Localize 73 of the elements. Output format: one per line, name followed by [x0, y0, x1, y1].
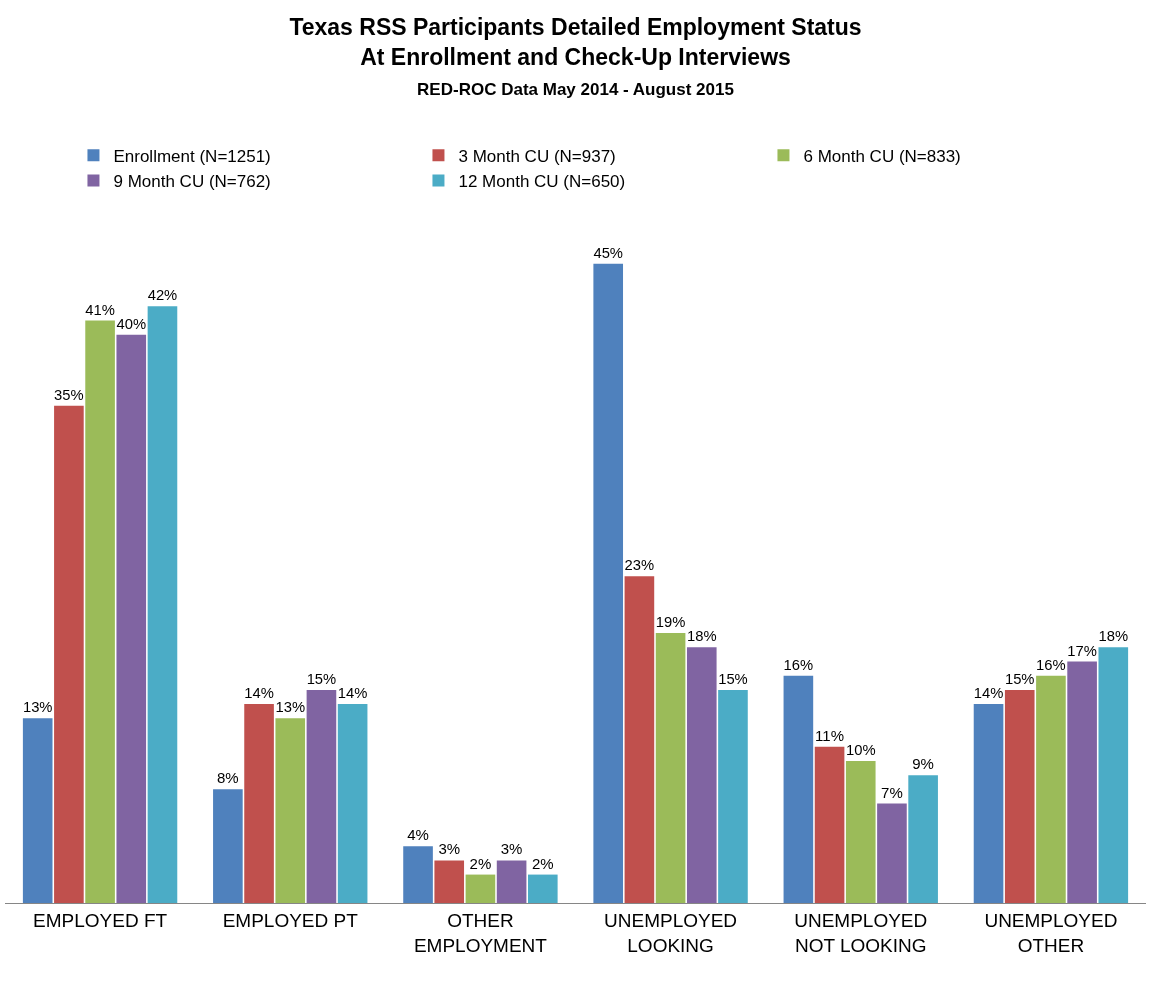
- x-tick-label: UNEMPLOYED LOOKING: [604, 909, 738, 956]
- data-label: 2%: [531, 854, 554, 872]
- bar: [973, 704, 1004, 903]
- legend-label: 3 Month CU (N=937): [458, 146, 616, 166]
- legend-label: 6 Month CU (N=833): [803, 146, 961, 166]
- bar: [403, 846, 433, 903]
- data-label: 19%: [655, 614, 686, 631]
- data-label: 15%: [306, 670, 337, 687]
- bar: [593, 263, 624, 903]
- x-tick-label: UNEMPLOYED OTHER: [984, 909, 1118, 956]
- data-label: 13%: [22, 699, 53, 716]
- data-label: 18%: [1098, 628, 1129, 645]
- bar: [85, 320, 115, 903]
- bar: [1098, 647, 1129, 903]
- legend-label: Enrollment (N=1251): [113, 146, 271, 166]
- data-label: 8%: [217, 769, 239, 787]
- bar: [434, 860, 465, 903]
- bar: [306, 689, 337, 903]
- data-label: 2%: [469, 854, 492, 872]
- bar: [116, 334, 147, 903]
- data-label: 11%: [815, 726, 845, 744]
- data-label: 14%: [244, 685, 274, 702]
- data-label: 42%: [147, 287, 178, 304]
- bar: [908, 775, 938, 903]
- data-label: 13%: [275, 699, 306, 716]
- data-label: 23%: [624, 557, 655, 574]
- bar: [624, 576, 655, 903]
- data-label: 16%: [1036, 656, 1066, 673]
- bar: [147, 306, 178, 903]
- bar: [527, 874, 558, 903]
- chart-title: Texas RSS Participants Detailed Employment Status At Enrollment and Check-Up Interviews: [289, 13, 862, 70]
- data-label: 16%: [783, 656, 814, 673]
- bar: [783, 675, 814, 903]
- bar: [54, 405, 84, 903]
- data-label: 40%: [116, 315, 147, 332]
- x-tick-label: EMPLOYED FT: [33, 909, 168, 931]
- data-label: 35%: [54, 386, 84, 403]
- bar: [496, 860, 527, 903]
- bar: [465, 874, 496, 903]
- x-tick-label: UNEMPLOYED NOT LOOKING: [794, 909, 928, 956]
- bar: [22, 718, 53, 903]
- data-label: 15%: [718, 670, 748, 687]
- data-label: 17%: [1067, 642, 1097, 659]
- legend-label: 12 Month CU (N=650): [458, 172, 626, 192]
- data-label: 3%: [500, 840, 523, 858]
- data-label: 41%: [85, 301, 115, 318]
- data-label: 14%: [337, 685, 368, 702]
- data-label: 4%: [407, 826, 429, 844]
- bar: [213, 789, 243, 903]
- data-label: 3%: [438, 840, 461, 858]
- bar: [244, 704, 274, 903]
- bar: [275, 718, 306, 903]
- chart-subtitle: RED-ROC Data May 2014 - August 2015: [417, 79, 734, 99]
- bar: [1004, 689, 1035, 903]
- legend-label: 9 Month CU (N=762): [113, 172, 271, 192]
- data-label: 7%: [881, 783, 903, 801]
- x-tick-label: EMPLOYED PT: [222, 909, 359, 931]
- bar: [1067, 661, 1097, 903]
- bar: [877, 803, 907, 903]
- bar: [1036, 675, 1066, 903]
- bar: [337, 704, 368, 903]
- data-label: 9%: [912, 755, 934, 773]
- data-label: 15%: [1004, 670, 1035, 687]
- data-label: 18%: [686, 628, 717, 645]
- bar: [718, 689, 748, 903]
- x-tick-label: OTHER EMPLOYMENT: [413, 909, 548, 956]
- bar: [686, 647, 717, 903]
- bar: [655, 633, 686, 903]
- data-label: 10%: [845, 741, 876, 758]
- bar: [814, 746, 845, 903]
- data-label: 14%: [973, 685, 1004, 702]
- data-label: 45%: [593, 244, 623, 261]
- bar: [845, 760, 876, 903]
